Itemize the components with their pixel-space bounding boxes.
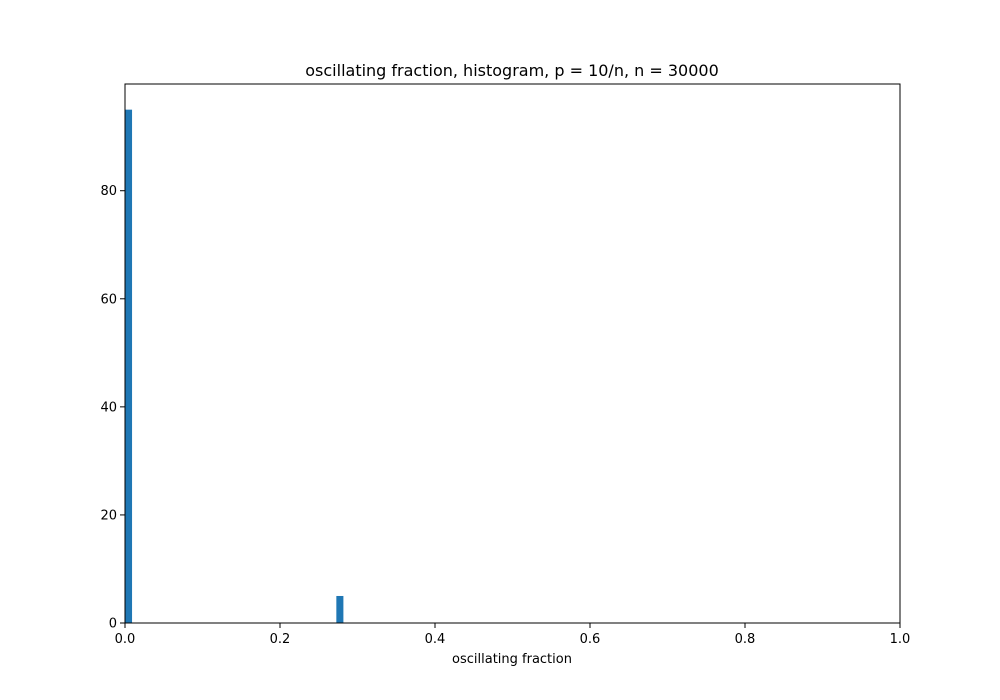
x-tick-label: 1.0 xyxy=(890,632,911,647)
x-tick-label: 0.0 xyxy=(115,632,136,647)
x-tick-label: 0.8 xyxy=(735,632,756,647)
y-tick-label: 0 xyxy=(109,617,117,632)
y-tick-label: 80 xyxy=(100,184,117,199)
x-axis-title: oscillating fraction xyxy=(452,652,572,667)
y-axis-ticks: 0 20 40 60 80 xyxy=(100,184,125,632)
bars-layer xyxy=(125,109,344,623)
plot-frame xyxy=(124,83,901,624)
y-tick-label: 60 xyxy=(100,292,117,307)
x-axis-ticks: 0.0 0.2 0.4 0.6 0.8 1.0 xyxy=(115,623,911,647)
x-tick-label: 0.4 xyxy=(425,632,446,647)
chart-title: oscillating fraction, histogram, p = 10/… xyxy=(305,61,719,80)
y-tick-label: 20 xyxy=(100,508,117,523)
y-tick-label: 40 xyxy=(100,400,117,415)
histogram-bar-0 xyxy=(125,109,133,623)
x-tick-label: 0.2 xyxy=(270,632,291,647)
histogram-bar-1 xyxy=(336,595,344,623)
x-tick-label: 0.6 xyxy=(580,632,601,647)
